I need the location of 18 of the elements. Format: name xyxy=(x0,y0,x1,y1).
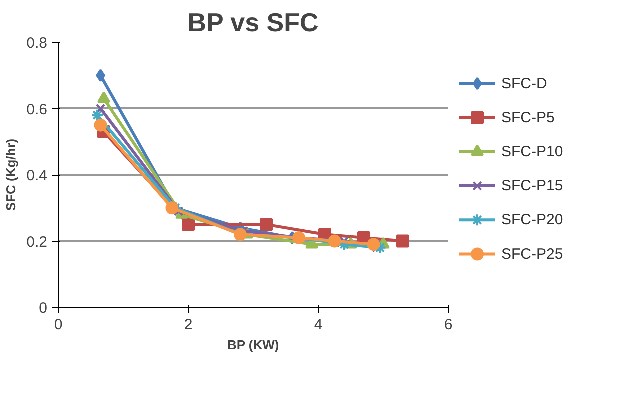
legend-label: SFC-P5 xyxy=(502,109,555,126)
chart-title: BP vs SFC xyxy=(188,8,319,38)
y-tick-label: 0 xyxy=(39,300,48,317)
y-tick-label: 0.4 xyxy=(26,168,48,184)
x-tick-label: 6 xyxy=(444,316,453,334)
legend-label: SFC-P15 xyxy=(502,178,564,195)
x-tick-label: 2 xyxy=(184,316,193,334)
legend-label: SFC-P20 xyxy=(502,212,564,229)
legend-label: SFC-P10 xyxy=(502,143,564,160)
y-tick-label: 0.2 xyxy=(26,234,48,251)
legend-label: SFC-D xyxy=(502,75,548,92)
y-tick-label: 0.8 xyxy=(26,35,48,52)
x-axis-title: BP (KW) xyxy=(228,338,280,352)
legend-label: SFC-P25 xyxy=(502,246,564,263)
y-axis-title: SFC (Kg/hr) xyxy=(4,138,19,212)
x-tick-label: 0 xyxy=(54,316,63,334)
x-tick-label: 4 xyxy=(314,316,323,334)
y-tick-label: 0.6 xyxy=(26,101,48,118)
